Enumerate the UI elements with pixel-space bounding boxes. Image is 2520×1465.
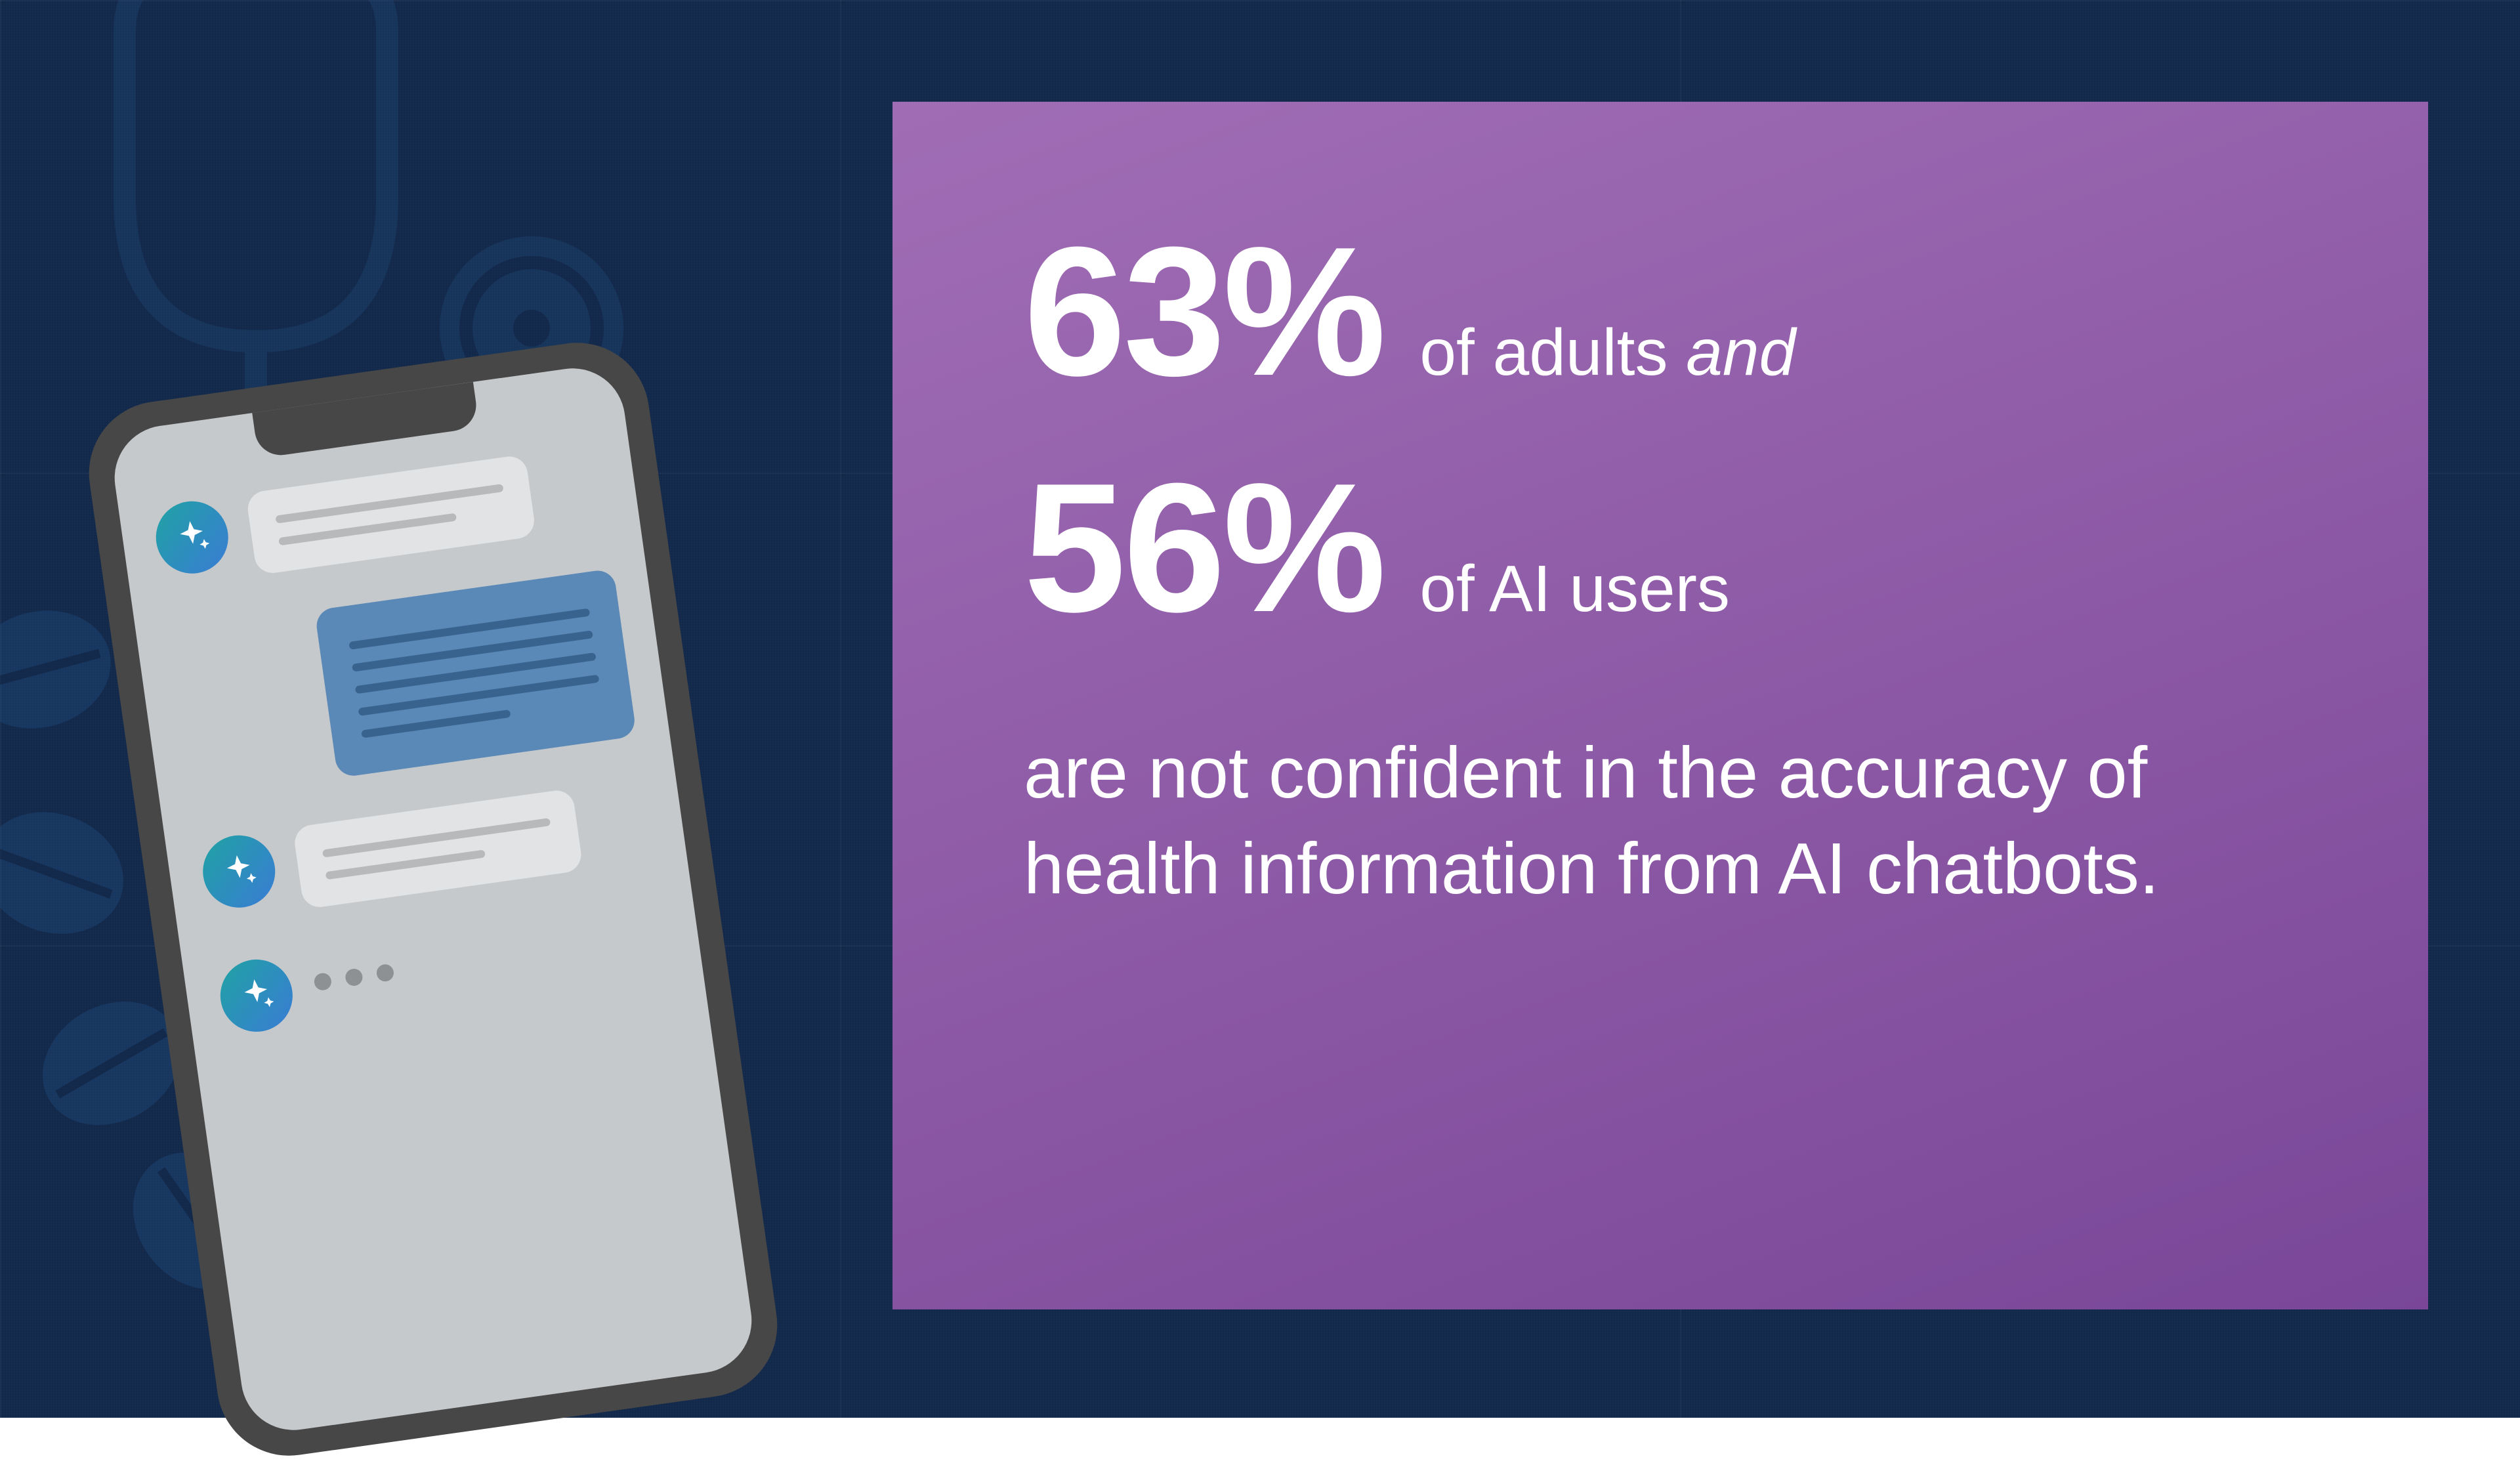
sparkle-icon: [217, 849, 261, 894]
stat-percent-1: 63%: [1024, 220, 1383, 404]
sparkle-icon: [234, 973, 279, 1018]
stat-label-2: of AI users: [1419, 549, 1729, 628]
stat-body-text: are not confident in the accuracy of hea…: [1024, 725, 2271, 918]
ai-avatar-icon: [152, 497, 233, 578]
chat-row-assistant: [152, 444, 608, 589]
stat-line-1: 63% of adults and: [1024, 220, 2310, 404]
sparkle-icon: [170, 515, 215, 560]
stat-label-1: of adults and: [1419, 313, 1796, 392]
ai-avatar-icon: [198, 831, 280, 912]
chat-row-user: [169, 568, 637, 799]
chat-bubble-light: [245, 454, 536, 576]
infographic-canvas: 63% of adults and 56% of AI users are no…: [0, 0, 2520, 1418]
stat-percent-2: 56%: [1024, 456, 1383, 640]
phone-screen: [108, 362, 758, 1437]
stat-panel: 63% of adults and 56% of AI users are no…: [892, 102, 2428, 1309]
chat-bubble-blue: [314, 568, 637, 778]
phone-notch: [252, 382, 479, 459]
ai-avatar-icon: [216, 955, 297, 1036]
chat-row-assistant: [198, 778, 654, 923]
stat-label-1-italic: and: [1686, 316, 1796, 389]
stat-label-1-plain: of adults: [1419, 316, 1686, 389]
chat-row-typing: [216, 902, 671, 1036]
chat-bubble-light: [293, 788, 583, 910]
typing-indicator: [310, 941, 394, 991]
stat-line-2: 56% of AI users: [1024, 456, 2310, 640]
